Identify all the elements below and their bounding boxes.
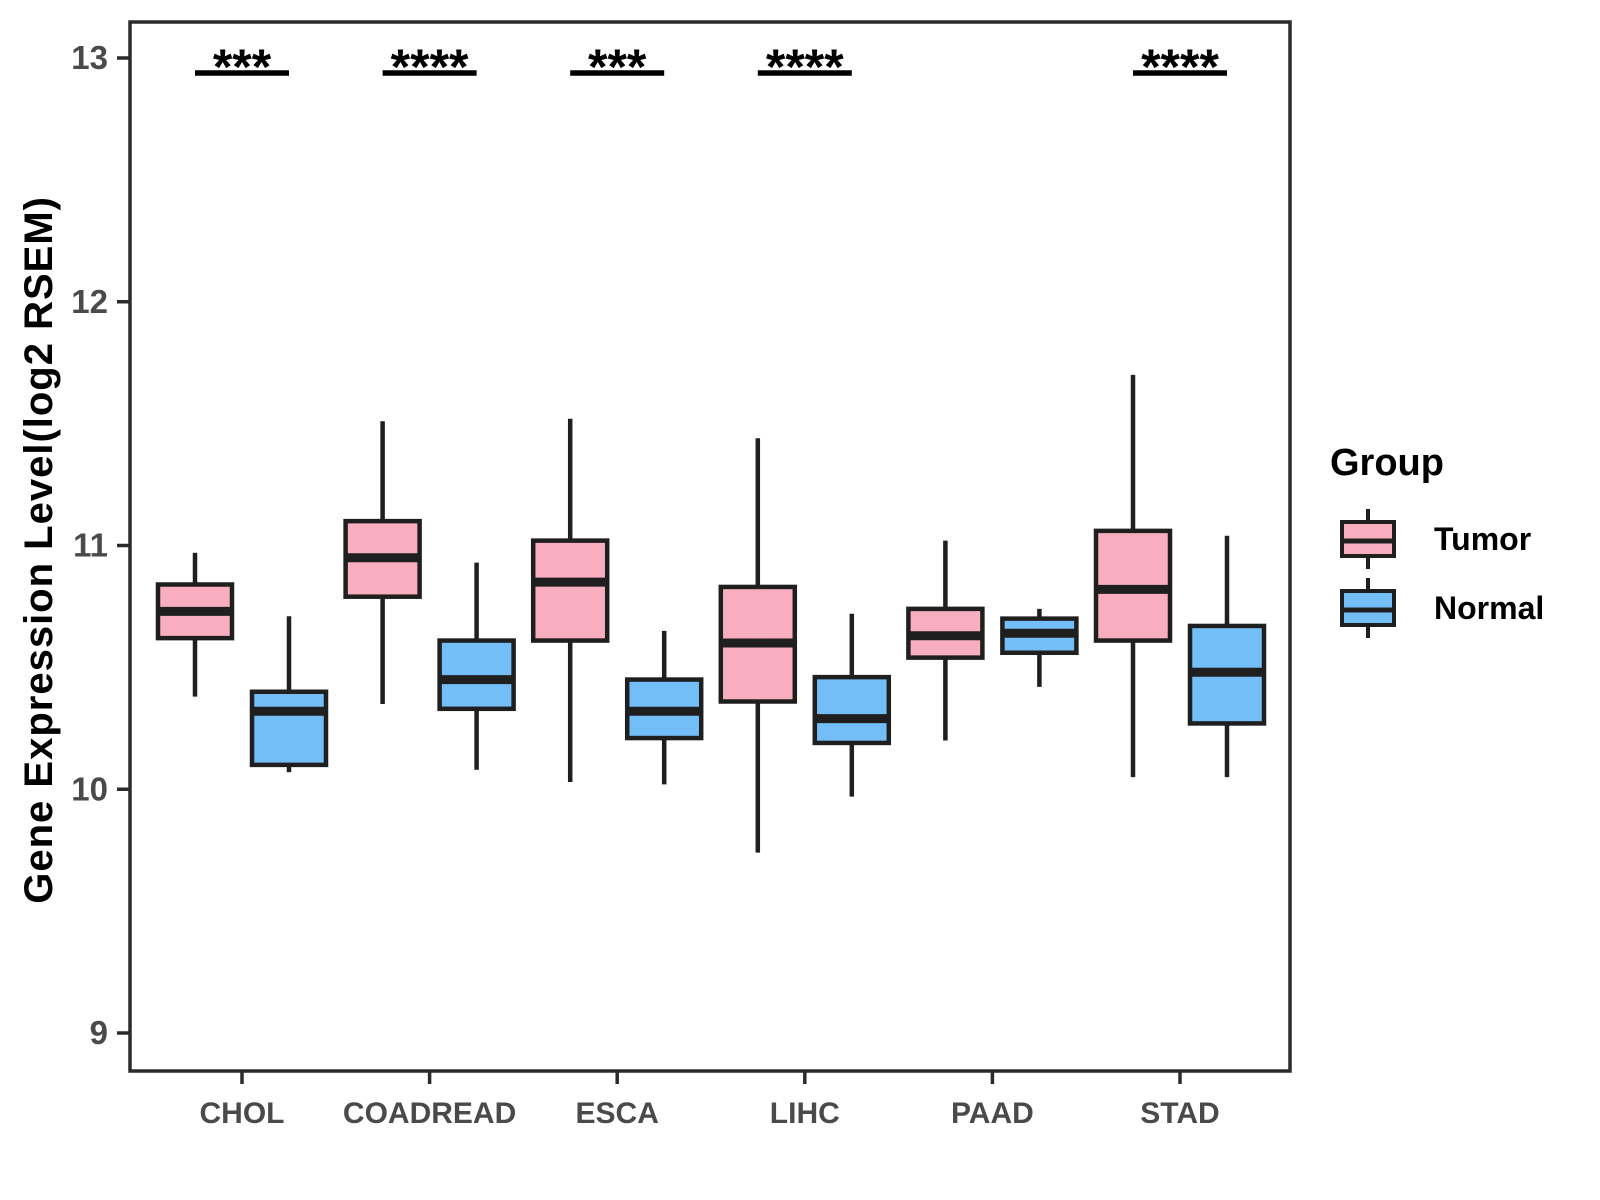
y-axis-title: Gene Expression Level(log2 RSEM) (0, 120, 78, 980)
y-tick-label: 10 (71, 770, 108, 807)
significance-chol: *** (195, 39, 289, 95)
box-normal-esca (624, 630, 704, 785)
x-tick-label-coadread: COADREAD (343, 1097, 516, 1130)
legend-label-normal: Normal (1434, 589, 1545, 626)
x-tick-label-esca: ESCA (576, 1097, 659, 1130)
significance-coadread: **** (382, 39, 477, 95)
box-tumor-lihc (718, 438, 798, 853)
significance-stad: **** (1133, 39, 1227, 95)
significance-lihc: **** (757, 39, 852, 95)
box-tumor-chol (155, 552, 235, 697)
significance-stars: **** (1141, 39, 1219, 95)
significance-stars: *** (588, 39, 647, 95)
legend-entry-normal: Normal (1328, 576, 1544, 640)
boxplot-glyph (1340, 509, 1396, 569)
y-tick-label: 13 (71, 39, 108, 76)
significance-stars: *** (213, 39, 272, 95)
y-tick-label: 12 (71, 283, 108, 320)
box-normal-coadread (437, 562, 516, 770)
iqr-box (812, 674, 892, 746)
box-tumor-esca (530, 418, 610, 782)
significance-stars: **** (766, 39, 844, 95)
legend: Group Tumor Normal (1328, 442, 1544, 645)
x-tick-label-chol: CHOL (200, 1097, 285, 1130)
box-normal-stad (1187, 535, 1267, 778)
iqr-box (530, 538, 610, 643)
box-normal-paad (1000, 608, 1079, 687)
iqr-box (249, 689, 329, 768)
box-normal-lihc (812, 613, 892, 797)
significance-esca: *** (570, 39, 665, 95)
y-axis-title-text: Gene Expression Level(log2 RSEM) (16, 196, 61, 904)
box-tumor-stad (1093, 374, 1173, 778)
x-tick-label-paad: PAAD (951, 1097, 1034, 1130)
x-tick-label-lihc: LIHC (770, 1097, 840, 1130)
boxplot-glyph (1340, 578, 1396, 638)
y-tick-label: 9 (90, 1014, 108, 1051)
box-normal-chol (249, 616, 329, 773)
tumor-boxplot-key-icon (1328, 507, 1408, 571)
legend-title: Group (1330, 442, 1444, 484)
iqr-box (437, 638, 516, 712)
normal-boxplot-key-icon (1328, 576, 1408, 640)
box-tumor-paad (906, 540, 985, 741)
x-tick-label-stad: STAD (1140, 1097, 1219, 1130)
legend-entry-tumor: Tumor (1328, 507, 1544, 571)
y-tick-label: 11 (73, 527, 108, 564)
box-tumor-coadread (343, 421, 422, 704)
significance-stars: **** (391, 39, 469, 95)
legend-label-tumor: Tumor (1434, 520, 1532, 557)
